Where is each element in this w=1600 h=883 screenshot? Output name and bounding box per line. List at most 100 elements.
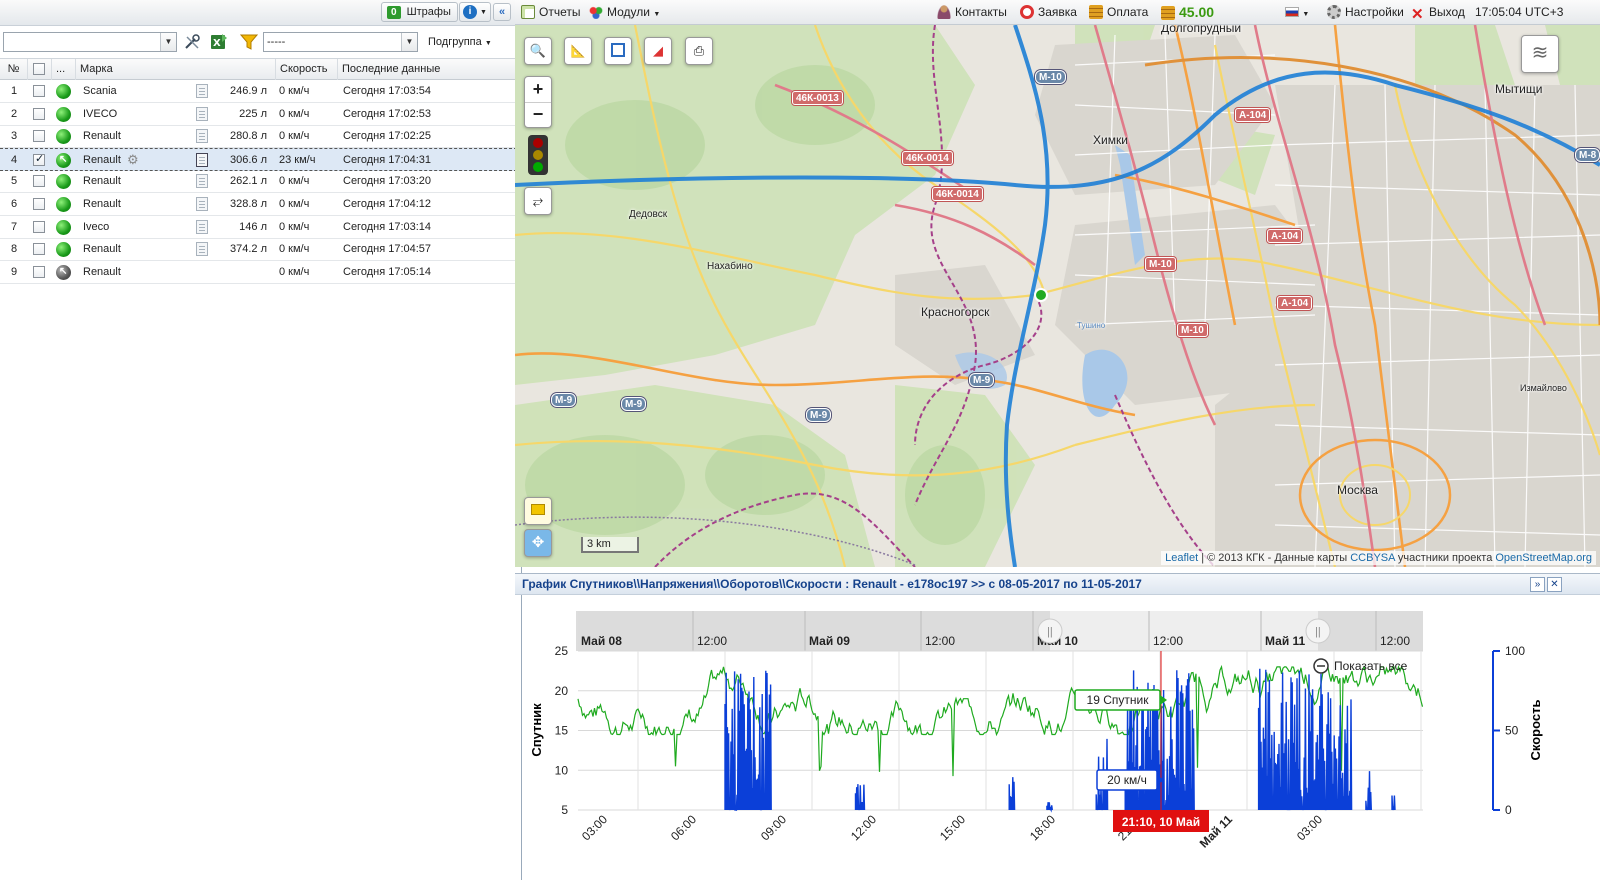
map-label-moskva: Москва — [1337, 483, 1378, 497]
road-shield: М-10 — [1035, 70, 1066, 84]
map-note-button[interactable] — [524, 497, 552, 525]
zoom-in-button[interactable]: + — [525, 77, 551, 103]
settings-label: Настройки — [1345, 5, 1404, 19]
table-row[interactable]: 1 Scania 246.9 л 0 км/ч Сегодня 17:03:54 — [0, 80, 522, 103]
russia-flag-icon — [1285, 7, 1299, 17]
group-select[interactable]: ----- ▼ — [263, 32, 418, 52]
y-left-axis-title: Спутник — [529, 703, 544, 757]
route-toggle-button[interactable]: ⥂ — [524, 187, 552, 215]
fuel-report-icon[interactable] — [196, 129, 208, 144]
language-select[interactable]: ▼ — [1285, 0, 1309, 25]
osm-link[interactable]: OpenStreetMap.org — [1495, 552, 1592, 564]
request-link[interactable]: Заявка — [1020, 0, 1077, 25]
row-number: 7 — [10, 220, 18, 233]
satellite-tooltip-pointer — [1160, 695, 1167, 705]
row-number: 5 — [10, 175, 18, 188]
layers-icon: ≋ — [1531, 42, 1549, 64]
y-left-tick-label: 5 — [561, 803, 568, 817]
table-row[interactable]: 5 Renault 262.1 л 0 км/ч Сегодня 17:03:20 — [0, 170, 522, 194]
speed-series-line — [854, 784, 866, 811]
table-row[interactable]: 2 IVECO 225 л 0 км/ч Сегодня 17:02:53 — [0, 103, 522, 126]
payment-link[interactable]: Оплата — [1089, 0, 1148, 25]
fit-bounds-button[interactable]: ✥ — [524, 529, 552, 557]
row-checkbox[interactable] — [33, 107, 45, 120]
fines-button[interactable]: 0 Штрафы — [381, 2, 458, 22]
balance: 45.00 — [1161, 0, 1214, 25]
col-num[interactable]: № — [0, 59, 28, 80]
table-row[interactable]: 8 Renault 374.2 л 0 км/ч Сегодня 17:04:57 — [0, 238, 522, 262]
row-checkbox[interactable] — [33, 130, 45, 143]
row-checkbox[interactable] — [33, 265, 45, 278]
fuel-report-icon[interactable] — [196, 219, 208, 234]
table-row[interactable]: 3 Renault 280.8 л 0 км/ч Сегодня 17:02:25 — [0, 125, 522, 149]
row-number: 3 — [10, 130, 18, 143]
excel-export-icon[interactable]: X — [210, 33, 228, 51]
row-speed: 0 км/ч — [279, 198, 310, 210]
map[interactable]: Долгопрудный Мытищи Химки Дедовск Нахаби… — [515, 25, 1600, 567]
caret-down-icon: ▼ — [653, 11, 661, 18]
caret-down-icon: ▼ — [484, 40, 492, 47]
map-area-button[interactable] — [604, 37, 632, 65]
status-dot-icon — [56, 197, 71, 212]
info-button[interactable]: i ▼ — [459, 2, 491, 22]
zoom-out-button[interactable]: − — [532, 104, 544, 124]
fuel-report-icon[interactable] — [196, 152, 208, 167]
col-brand[interactable]: Марка — [76, 59, 276, 80]
reports-button[interactable]: Отчеты — [521, 0, 580, 25]
ccbysa-link[interactable]: CCBYSA — [1350, 552, 1395, 564]
vehicle-search-select[interactable]: ▼ — [3, 32, 177, 52]
fuel-report-icon[interactable] — [196, 106, 208, 121]
map-route-button[interactable]: ◢ — [644, 37, 672, 65]
table-row[interactable]: 6 Renault 328.8 л 0 км/ч Сегодня 17:04:12 — [0, 193, 522, 216]
row-number: 4 — [10, 153, 18, 166]
settings-button[interactable]: Настройки — [1327, 0, 1404, 25]
table-row[interactable]: 9 Renault 0 км/ч Сегодня 17:05:14 — [0, 261, 522, 284]
modules-menu[interactable]: Модули ▼ — [589, 0, 660, 25]
map-label-izmaylovo: Измайлово — [1520, 383, 1567, 393]
leaflet-link[interactable]: Leaflet — [1165, 552, 1199, 564]
select-all-checkbox[interactable] — [33, 63, 45, 75]
collapse-panel-button[interactable]: « — [493, 3, 511, 21]
collapse-arrows-icon: ✥ — [531, 534, 545, 551]
col-last-data[interactable]: Последние данные — [342, 63, 441, 75]
contacts-link[interactable]: Контакты — [937, 0, 1007, 25]
row-checkbox[interactable] — [33, 175, 45, 188]
row-brand: Renault — [83, 153, 121, 166]
close-chart-button[interactable]: ✕ — [1547, 577, 1562, 592]
fuel-report-icon[interactable] — [196, 197, 208, 211]
fuel-report-icon[interactable] — [196, 84, 208, 98]
col-status[interactable]: ... — [52, 59, 76, 80]
row-checkbox[interactable] — [33, 220, 45, 233]
fuel-report-icon[interactable] — [196, 242, 208, 257]
navigator-window — [1050, 611, 1318, 651]
table-row[interactable]: 4 Renault ⚙ 306.6 л 23 км/ч Сегодня 17:04:31 — [0, 147, 522, 171]
fuel-report-icon[interactable] — [196, 174, 208, 189]
road-shield: 46К-0013 — [792, 91, 843, 105]
map-ruler-button[interactable]: 📐 — [564, 37, 592, 65]
x-tick-label: 03:00 — [1294, 812, 1325, 843]
row-checkbox[interactable] — [33, 85, 45, 97]
row-checkbox[interactable] — [33, 243, 45, 256]
crosshair-label: 21:10, 10 Май — [1122, 815, 1200, 829]
square-select-icon — [611, 43, 625, 57]
subgroup-dropdown[interactable]: Подгруппа ▼ — [428, 33, 492, 51]
traffic-light-button[interactable] — [528, 135, 548, 175]
tools-icon[interactable] — [183, 33, 201, 51]
filter-icon[interactable] — [239, 33, 259, 51]
chevron-down-icon: ▼ — [160, 33, 176, 51]
navigator-label: 12:00 — [697, 634, 727, 648]
row-checkbox[interactable] — [33, 198, 45, 210]
layers-button[interactable]: ≋ — [1521, 35, 1559, 73]
attribution-text: | © 2013 КГК - Данные карты — [1198, 552, 1351, 564]
table-row[interactable]: 7 Iveco 146 л 0 км/ч Сегодня 17:03:14 — [0, 216, 522, 239]
map-print-button[interactable]: ⎙ — [685, 37, 713, 65]
collapse-chart-button[interactable]: » — [1530, 577, 1545, 592]
map-search-button[interactable]: 🔍 — [524, 37, 552, 65]
row-checkbox[interactable] — [33, 152, 45, 166]
col-speed[interactable]: Скорость — [276, 59, 338, 80]
logout-button[interactable]: ✕ Выход — [1411, 0, 1465, 25]
map-scale: 3 km — [581, 537, 639, 553]
gear-icon[interactable]: ⚙ — [127, 151, 139, 167]
